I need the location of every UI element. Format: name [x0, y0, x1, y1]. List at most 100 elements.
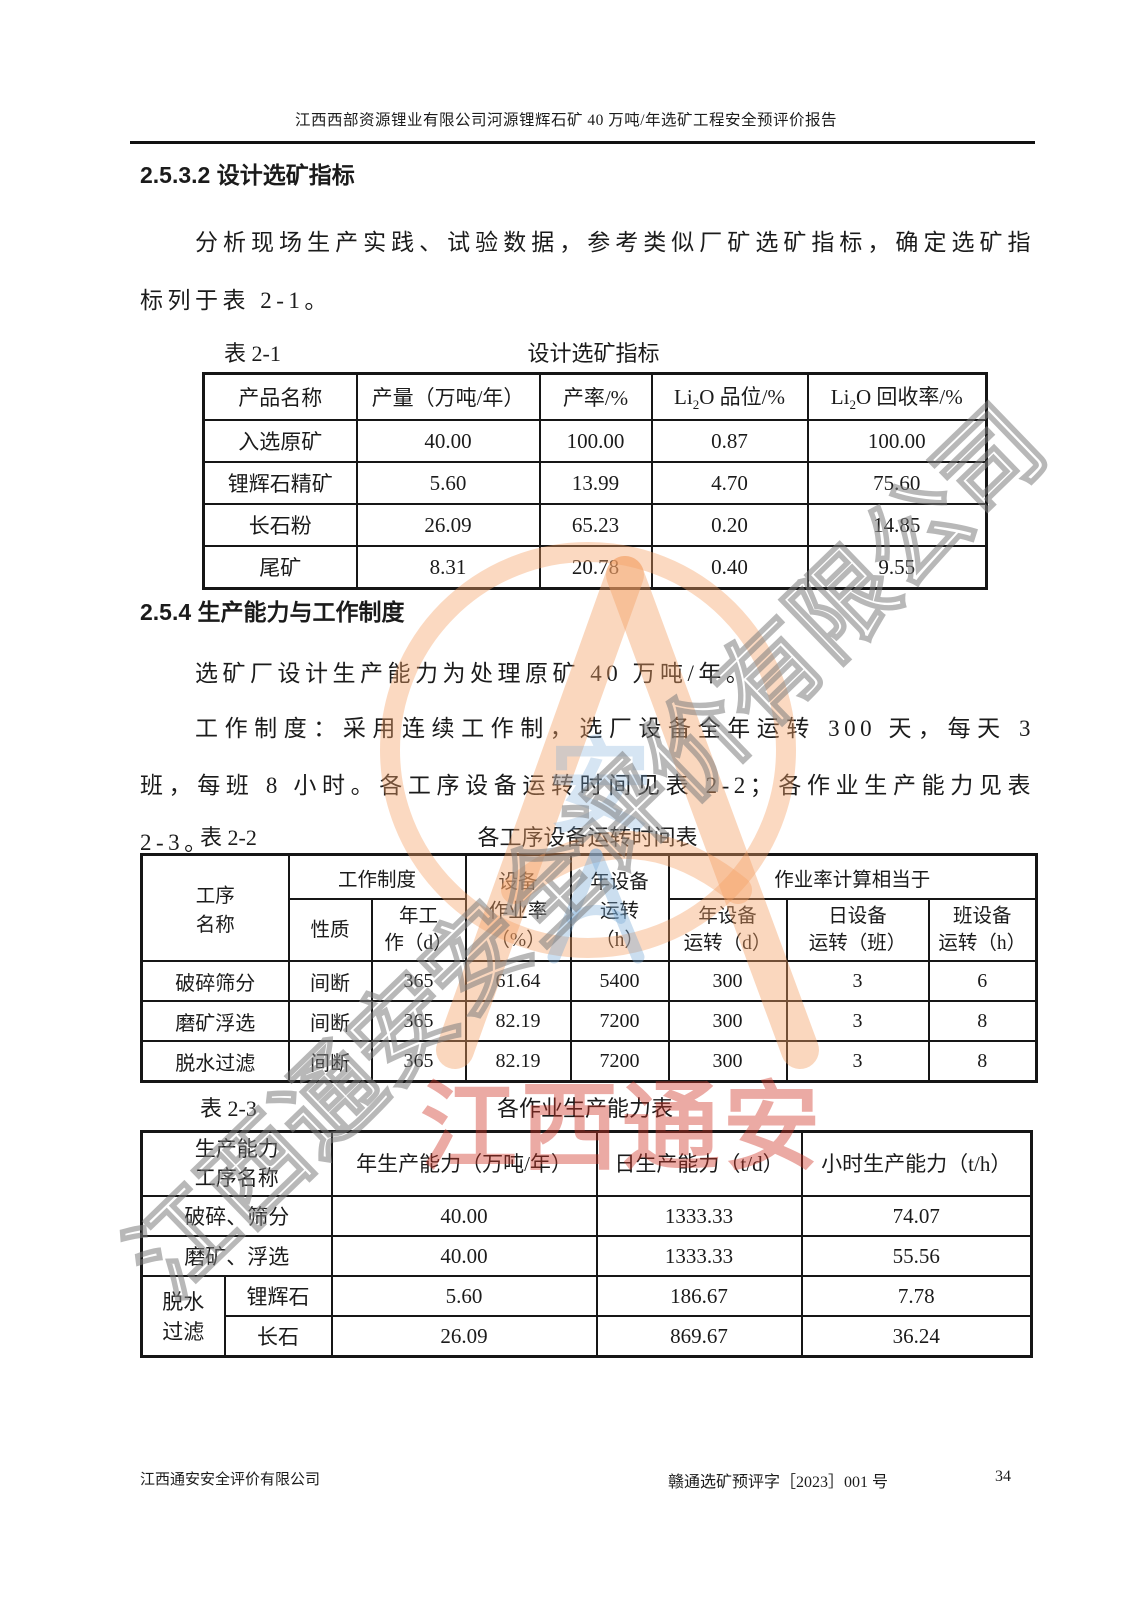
production-capacity-table: 生产能力 工序名称 年生产能力（万吨/年） 日生产能力（t/d） 小时生产能力（…	[140, 1130, 1033, 1358]
cell: 1333.33	[595, 1235, 803, 1277]
cell: 869.67	[595, 1315, 803, 1358]
table-row: 脱水过滤 间断 365 82.19 7200 300 3 8	[140, 1040, 1038, 1083]
cell: 3	[785, 960, 930, 1002]
cell: 82.19	[464, 1000, 572, 1042]
table1-caption-number: 表 2-1	[224, 341, 281, 366]
cell: 8	[927, 1000, 1038, 1042]
table2-caption-number: 表 2-2	[200, 825, 257, 850]
cell: 40.00	[330, 1235, 598, 1277]
cell: 40.00	[355, 419, 541, 463]
section-heading-254: 2.5.4 生产能力与工作制度	[140, 599, 405, 625]
cell: 7200	[569, 1040, 670, 1083]
cell: 7200	[569, 1000, 670, 1042]
table-row: 破碎筛分 间断 365 61.64 5400 300 3 6	[140, 960, 1038, 1002]
table2-header-equiv-hours: 班设备 运转（h）	[927, 898, 1038, 962]
cell: 间断	[287, 960, 373, 1002]
cell: 3	[785, 1000, 930, 1042]
header-rule	[130, 141, 1035, 144]
section-heading-2532: 2.5.3.2 设计选矿指标	[140, 162, 355, 188]
cell: 间断	[287, 1040, 373, 1083]
cell: 65.23	[538, 503, 653, 547]
table-row: 生产能力 工序名称 年生产能力（万吨/年） 日生产能力（t/d） 小时生产能力（…	[140, 1130, 1033, 1197]
cell: 55.56	[800, 1235, 1033, 1277]
cell: 36.24	[800, 1315, 1033, 1358]
table2-caption: 表 2-2 各工序设备运转时间表	[140, 820, 1035, 850]
cell: 5.60	[330, 1275, 598, 1317]
table2-header-equip-rate: 设备 作业率 （%）	[464, 853, 572, 962]
table3-header-daily: 日生产能力（t/d）	[595, 1130, 803, 1197]
cell: 7.78	[800, 1275, 1033, 1317]
cell: 5.60	[355, 461, 541, 505]
table-row: 尾矿 8.31 20.78 0.40 9.55	[202, 545, 988, 590]
table-row: 性质 年工 作（d） 年设备 运转（d） 日设备 运转（班） 班设备 运转（h）	[142, 898, 1038, 962]
table2-header-rate-equiv: 作业率计算相当于	[667, 853, 1038, 900]
cell: 20.78	[538, 545, 653, 590]
table3-caption: 表 2-3 各作业生产能力表	[140, 1091, 1030, 1121]
cell: 磨矿浮选	[140, 1000, 290, 1042]
table1-header-yield: 产率/%	[538, 372, 653, 421]
table1-header-li2o-grade: Li2O 品位/%	[650, 372, 809, 421]
table3-header-annual: 年生产能力（万吨/年）	[330, 1130, 598, 1197]
cell: 尾矿	[202, 545, 358, 590]
cell: 74.07	[800, 1195, 1033, 1237]
table2-header-work-system: 工作制度	[287, 853, 467, 900]
table-row: 工序 名称 工作制度 设备 作业率 （%） 年设备 运转 （h） 作业率计算相当…	[140, 853, 1038, 962]
cell: 8.31	[355, 545, 541, 590]
design-index-table: 产品名称 产量（万吨/年） 产率/% Li2O 品位/% Li2O 回收率/% …	[202, 372, 988, 590]
cell: 61.64	[464, 960, 572, 1002]
table1-caption: 表 2-1 设计选矿指标	[202, 336, 985, 366]
page-header-title: 江西西部资源锂业有限公司河源锂辉石矿 40 万吨/年选矿工程安全预评价报告	[294, 112, 838, 129]
cell: 3	[785, 1040, 930, 1083]
table2-header-annual-hours: 年设备 运转 （h）	[569, 853, 670, 962]
cell: 300	[667, 960, 788, 1002]
table3-header-hourly: 小时生产能力（t/h）	[800, 1130, 1033, 1197]
cell: 365	[370, 960, 467, 1002]
table1-caption-title: 设计选矿指标	[527, 341, 660, 366]
table-row: 破碎、筛分 40.00 1333.33 74.07	[140, 1195, 1033, 1237]
cell: 186.67	[595, 1275, 803, 1317]
cell: 40.00	[330, 1195, 598, 1237]
cell: 8	[927, 1040, 1038, 1083]
table-row: 产品名称 产量（万吨/年） 产率/% Li2O 品位/% Li2O 回收率/%	[202, 372, 988, 421]
cell: 26.09	[355, 503, 541, 547]
cell: 9.55	[806, 545, 988, 590]
cell: 100.00	[806, 419, 988, 463]
cell: 365	[370, 1040, 467, 1083]
cell: 4.70	[650, 461, 809, 505]
footer-doc-number: 赣通选矿预评字［2023］001 号	[668, 1474, 889, 1491]
paragraph-254-1: 选矿厂设计生产能力为处理原矿 40 万吨/年。	[195, 661, 754, 686]
cell: 0.20	[650, 503, 809, 547]
table-row: 入选原矿 40.00 100.00 0.87 100.00	[202, 419, 988, 463]
paragraph-2532: 分析现场生产实践、试验数据，参考类似厂矿选矿指标，确定选矿指标列于表 2-1。	[140, 230, 1035, 313]
cell: 13.99	[538, 461, 653, 505]
paragraph-254-2: 工作制度：采用连续工作制，选厂设备全年运转 300 天，每天 3 班，每班 8 …	[140, 716, 1035, 855]
cell: 365	[370, 1000, 467, 1042]
table2-header-annual-days: 年工 作（d）	[370, 898, 467, 962]
cell: 300	[667, 1000, 788, 1042]
cell: 100.00	[538, 419, 653, 463]
cell: 75.60	[806, 461, 988, 505]
cell: 14.85	[806, 503, 988, 547]
cell: 破碎筛分	[140, 960, 290, 1002]
table2-caption-title: 各工序设备运转时间表	[477, 825, 698, 850]
table-row: 磨矿浮选 间断 365 82.19 7200 300 3 8	[140, 1000, 1038, 1042]
cell: 26.09	[330, 1315, 598, 1358]
table1-header-output: 产量（万吨/年）	[355, 372, 541, 421]
cell: 脱水过滤	[140, 1040, 290, 1083]
table-row: 锂辉石精矿 5.60 13.99 4.70 75.60	[202, 461, 988, 505]
cell: 0.40	[650, 545, 809, 590]
cell: 长石粉	[202, 503, 358, 547]
table-row: 磨矿、浮选 40.00 1333.33 55.56	[140, 1235, 1033, 1277]
cell: 0.87	[650, 419, 809, 463]
cell: 1333.33	[595, 1195, 803, 1237]
cell: 6	[927, 960, 1038, 1002]
equipment-operation-time-table: 工序 名称 工作制度 设备 作业率 （%） 年设备 运转 （h） 作业率计算相当…	[140, 853, 1039, 1083]
cell: 磨矿、浮选	[140, 1235, 333, 1277]
table3-header-corner: 生产能力 工序名称	[140, 1130, 333, 1197]
footer-company: 江西通安安全评价有限公司	[140, 1472, 321, 1488]
table3-caption-number: 表 2-3	[200, 1096, 257, 1121]
table2-header-nature: 性质	[287, 898, 373, 962]
table-row: 长石 26.09 869.67 36.24	[142, 1315, 1033, 1358]
table2-header-equiv-shifts: 日设备 运转（班）	[785, 898, 930, 962]
